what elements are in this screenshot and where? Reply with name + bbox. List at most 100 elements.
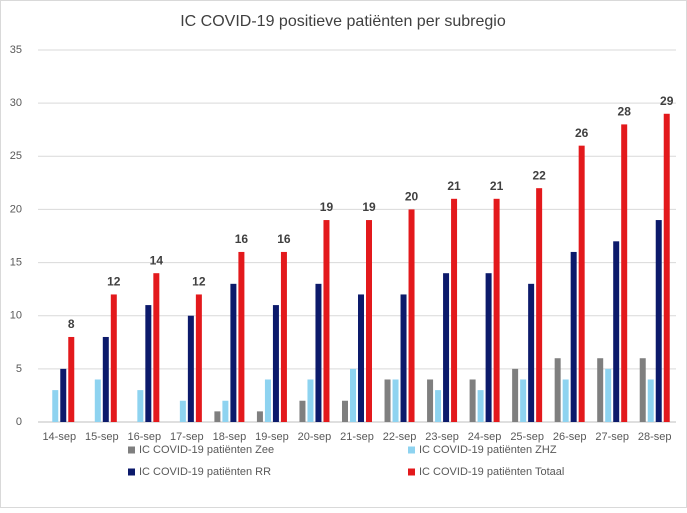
bar [102,336,109,422]
bar [342,400,348,422]
bar [60,368,67,422]
bar [153,273,160,422]
bar [315,283,322,422]
legend-marker [128,468,135,476]
bar [323,220,330,422]
bar [597,358,604,422]
bar [137,390,144,422]
legend-label: IC COVID-19 patiënten ZHZ [419,444,557,456]
bar [256,411,263,422]
bar [187,315,194,422]
bar [554,358,561,422]
data-label: 8 [68,317,75,331]
bar [613,241,620,422]
legend-marker [408,446,415,454]
bar [570,251,577,422]
bar [435,390,442,422]
x-tick-label: 21-sep [340,431,374,443]
x-tick-label: 22-sep [383,431,417,443]
bar [427,379,434,422]
legend-marker [128,446,135,454]
bar [299,400,306,422]
x-tick-label: 25-sep [510,431,544,443]
bar [280,251,287,422]
data-label: 16 [235,232,249,246]
bar [512,368,519,422]
data-label: 14 [150,253,164,267]
bar [145,305,152,422]
x-tick-label: 26-sep [553,431,587,443]
bar [562,379,569,422]
y-tick-label: 0 [16,416,22,428]
y-tick-label: 20 [10,203,22,215]
bar [536,188,543,422]
bar [621,124,628,423]
bar [493,198,500,422]
y-tick-label: 25 [10,150,22,162]
data-label: 29 [660,94,674,108]
data-label: 26 [575,126,589,140]
legend-marker [408,468,415,476]
bar [264,379,271,422]
bar [451,198,458,422]
bar [214,411,221,422]
bar [392,379,399,422]
chart-title: IC COVID-19 positieve patiënten per subr… [180,13,506,30]
data-label: 12 [107,275,121,289]
bar [443,273,450,422]
data-label: 20 [405,190,419,204]
x-tick-label: 19-sep [255,431,289,443]
x-tick-label: 17-sep [170,431,204,443]
data-label: 22 [532,168,546,182]
data-label: 21 [490,179,504,193]
bar [477,390,484,422]
bar [358,294,364,422]
x-tick-label: 28-sep [638,431,672,443]
y-tick-label: 15 [10,256,22,268]
bar [230,283,237,422]
x-tick-label: 16-sep [128,431,162,443]
data-label: 21 [447,179,461,193]
y-tick-label: 10 [10,310,22,322]
bar [110,294,117,422]
bar [578,145,585,422]
bar [528,283,535,422]
bar [94,379,101,422]
bar [469,379,476,422]
x-tick-label: 24-sep [468,431,502,443]
y-tick-label: 30 [10,97,22,109]
x-tick-label: 15-sep [85,431,119,443]
bar [520,379,527,422]
bar [639,358,646,422]
data-label: 12 [192,275,206,289]
data-label: 19 [362,200,376,214]
x-tick-label: 20-sep [298,431,332,443]
x-tick-label: 23-sep [425,431,459,443]
bar [68,336,75,422]
bar [272,305,279,422]
x-tick-label: 27-sep [595,431,629,443]
bar [222,400,229,422]
bar [485,273,492,422]
bar [384,379,391,422]
bar [366,220,372,422]
bar [52,390,59,422]
bar [663,113,670,423]
x-tick-label: 14-sep [42,431,76,443]
bar [605,368,612,422]
legend-label: IC COVID-19 patiënten Zee [139,444,274,456]
data-label: 28 [618,105,632,119]
bar [195,294,202,422]
legend-label: IC COVID-19 patiënten RR [139,466,271,478]
bar [350,368,356,422]
bar [307,379,314,422]
data-label: 19 [320,200,334,214]
y-tick-label: 35 [10,44,22,56]
bar [400,294,407,422]
data-label: 16 [277,232,291,246]
bar [238,251,245,422]
bar [179,400,186,422]
x-tick-label: 18-sep [213,431,247,443]
y-tick-label: 5 [16,363,22,375]
